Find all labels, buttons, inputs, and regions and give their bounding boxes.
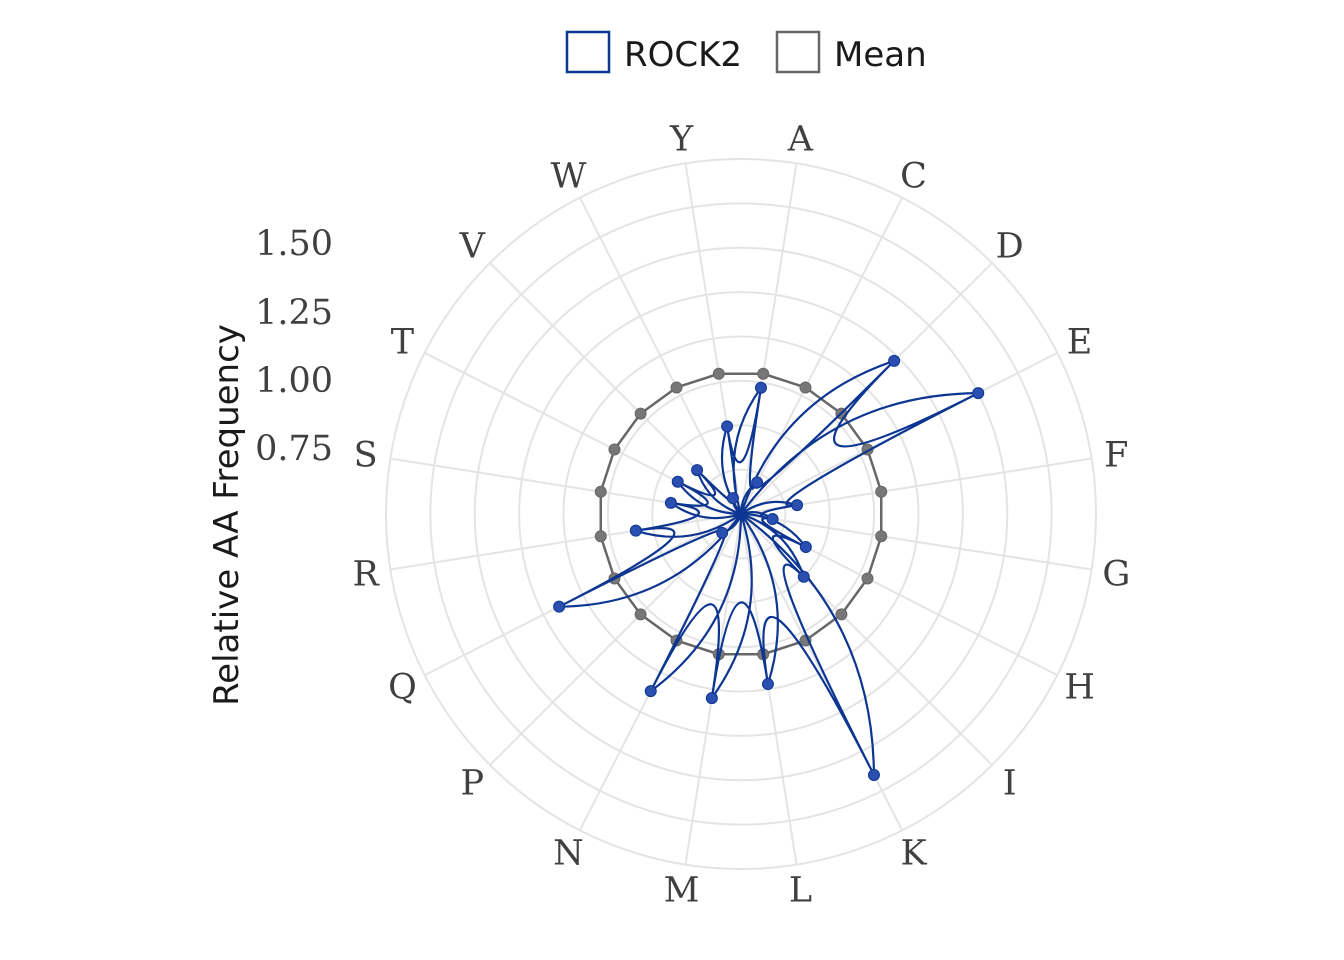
- category-label-s: S: [354, 436, 378, 476]
- data-point-mean-i: [835, 608, 848, 621]
- radial-tick-label: 1.50: [255, 224, 333, 264]
- radial-tick-label: 1.25: [255, 293, 333, 333]
- data-point-mean-v: [634, 407, 647, 420]
- grid-circle: [518, 291, 964, 737]
- legend-item-rock2[interactable]: ROCK2: [565, 30, 742, 75]
- data-point-rock2-i: [797, 570, 810, 583]
- radial-tick-label: 0.75: [255, 429, 333, 469]
- category-label-i: I: [1003, 764, 1017, 804]
- data-point-rock2-k: [867, 768, 880, 781]
- category-label-e: E: [1067, 322, 1093, 362]
- category-label-v: V: [459, 226, 486, 266]
- data-point-rock2-n: [644, 685, 657, 698]
- radial-tick-labels: 0.75 1.00 1.25 1.50: [255, 224, 333, 469]
- category-label-c: C: [900, 156, 927, 196]
- data-point-rock2-a: [754, 381, 767, 394]
- data-point-mean-y: [712, 367, 725, 380]
- category-label-f: F: [1104, 436, 1128, 476]
- data-point-mean-g: [875, 530, 888, 543]
- category-label-d: D: [996, 226, 1024, 266]
- data-point-rock2-v: [691, 464, 704, 477]
- grid-spoke: [578, 197, 742, 515]
- category-label-q: Q: [388, 668, 417, 708]
- data-point-rock2-m: [705, 692, 718, 705]
- data-point-rock2-r: [629, 524, 642, 537]
- data-point-mean-s: [594, 485, 607, 498]
- label-layer: A C D E F G H I K L M N P Q R S T V W Y: [352, 120, 1130, 911]
- data-point-rock2-w: [726, 492, 739, 505]
- category-label-p: P: [461, 764, 485, 804]
- grid-spoke: [740, 513, 1092, 571]
- data-point-rock2-s: [664, 496, 677, 509]
- data-point-mean-f: [875, 485, 888, 498]
- polar-grid: [385, 158, 1097, 870]
- data-point-mean-p: [634, 608, 647, 621]
- grid-circle: [385, 158, 1097, 870]
- radial-tick-label: 1.00: [255, 361, 333, 401]
- legend: ROCK2 Mean: [565, 30, 927, 75]
- legend-item-mean[interactable]: Mean: [775, 30, 927, 75]
- series-line-rock2: [558, 359, 979, 776]
- category-label-t: T: [391, 322, 414, 362]
- category-label-g: G: [1102, 554, 1130, 594]
- legend-swatch-rock2: [565, 30, 611, 74]
- category-label-w: W: [550, 156, 586, 196]
- legend-label-mean: Mean: [834, 35, 927, 75]
- data-point-mean-r: [594, 530, 607, 543]
- grid-spoke: [740, 197, 904, 515]
- series-layer: [553, 354, 985, 781]
- grid-spoke: [489, 513, 742, 766]
- data-point-rock2-p: [716, 526, 729, 539]
- category-label-y: Y: [669, 120, 694, 160]
- category-label-r: R: [352, 554, 380, 594]
- category-label-m: M: [664, 870, 700, 910]
- grid-circle: [562, 335, 920, 693]
- grid-spoke: [740, 513, 993, 766]
- data-point-mean-h: [861, 572, 874, 585]
- data-point-mean-c: [799, 381, 812, 394]
- legend-label-rock2: ROCK2: [624, 35, 742, 75]
- grid-circle: [473, 246, 1009, 782]
- data-point-mean-t: [608, 443, 621, 456]
- data-point-rock2-t: [671, 475, 684, 488]
- data-point-rock2-e: [972, 387, 985, 400]
- data-point-rock2-h: [799, 541, 812, 554]
- grid-spoke: [390, 513, 742, 571]
- grid-circle: [695, 468, 787, 560]
- data-point-rock2-y: [721, 420, 734, 433]
- category-label-a: A: [787, 120, 814, 160]
- grid-circle: [606, 379, 876, 649]
- legend-swatch-mean: [775, 30, 821, 74]
- category-label-h: H: [1064, 668, 1095, 708]
- category-label-k: K: [900, 834, 927, 874]
- grid-circle: [429, 202, 1053, 826]
- data-point-rock2-q: [553, 600, 566, 613]
- grid-spoke: [740, 163, 798, 515]
- data-point-mean-w: [670, 381, 683, 394]
- data-point-rock2-d: [888, 354, 901, 367]
- y-axis-label: Relative AA Frequency: [207, 324, 247, 706]
- data-point-rock2-g: [766, 513, 779, 525]
- category-label-n: N: [553, 834, 584, 874]
- category-label-l: L: [789, 870, 812, 910]
- data-point-mean-a: [757, 367, 770, 380]
- data-point-rock2-c: [751, 476, 764, 489]
- data-point-rock2-l: [761, 678, 774, 691]
- data-point-rock2-f: [791, 499, 804, 512]
